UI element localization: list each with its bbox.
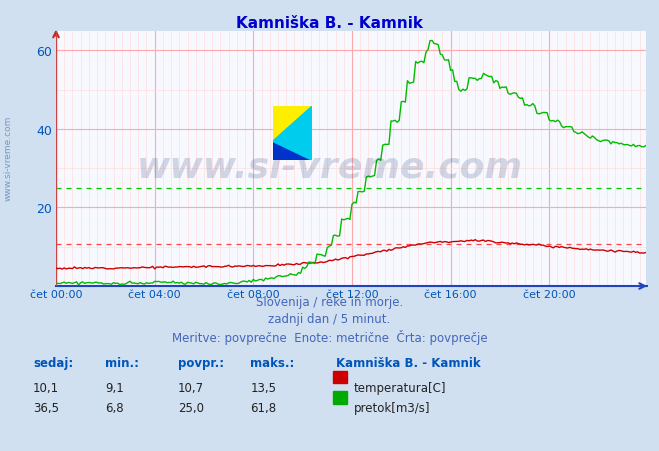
Text: www.si-vreme.com: www.si-vreme.com [4,115,13,200]
Text: povpr.:: povpr.: [178,356,224,369]
Text: 10,1: 10,1 [33,381,59,394]
Text: zadnji dan / 5 minut.: zadnji dan / 5 minut. [268,313,391,326]
Text: 6,8: 6,8 [105,401,124,414]
Text: pretok[m3/s]: pretok[m3/s] [354,401,430,414]
Text: min.:: min.: [105,356,140,369]
Text: temperatura[C]: temperatura[C] [354,381,446,394]
Text: Meritve: povprečne  Enote: metrične  Črta: povprečje: Meritve: povprečne Enote: metrične Črta:… [172,330,487,345]
Text: www.si-vreme.com: www.si-vreme.com [136,150,523,184]
Text: 9,1: 9,1 [105,381,124,394]
Polygon shape [273,107,312,142]
Text: Kamniška B. - Kamnik: Kamniška B. - Kamnik [236,16,423,31]
Text: maks.:: maks.: [250,356,295,369]
Text: 36,5: 36,5 [33,401,59,414]
Text: 13,5: 13,5 [250,381,276,394]
Text: Slovenija / reke in morje.: Slovenija / reke in morje. [256,295,403,308]
Text: 10,7: 10,7 [178,381,204,394]
Polygon shape [273,107,312,161]
Text: 25,0: 25,0 [178,401,204,414]
Polygon shape [273,107,312,161]
Text: Kamniška B. - Kamnik: Kamniška B. - Kamnik [336,356,480,369]
Text: sedaj:: sedaj: [33,356,73,369]
Text: 61,8: 61,8 [250,401,277,414]
